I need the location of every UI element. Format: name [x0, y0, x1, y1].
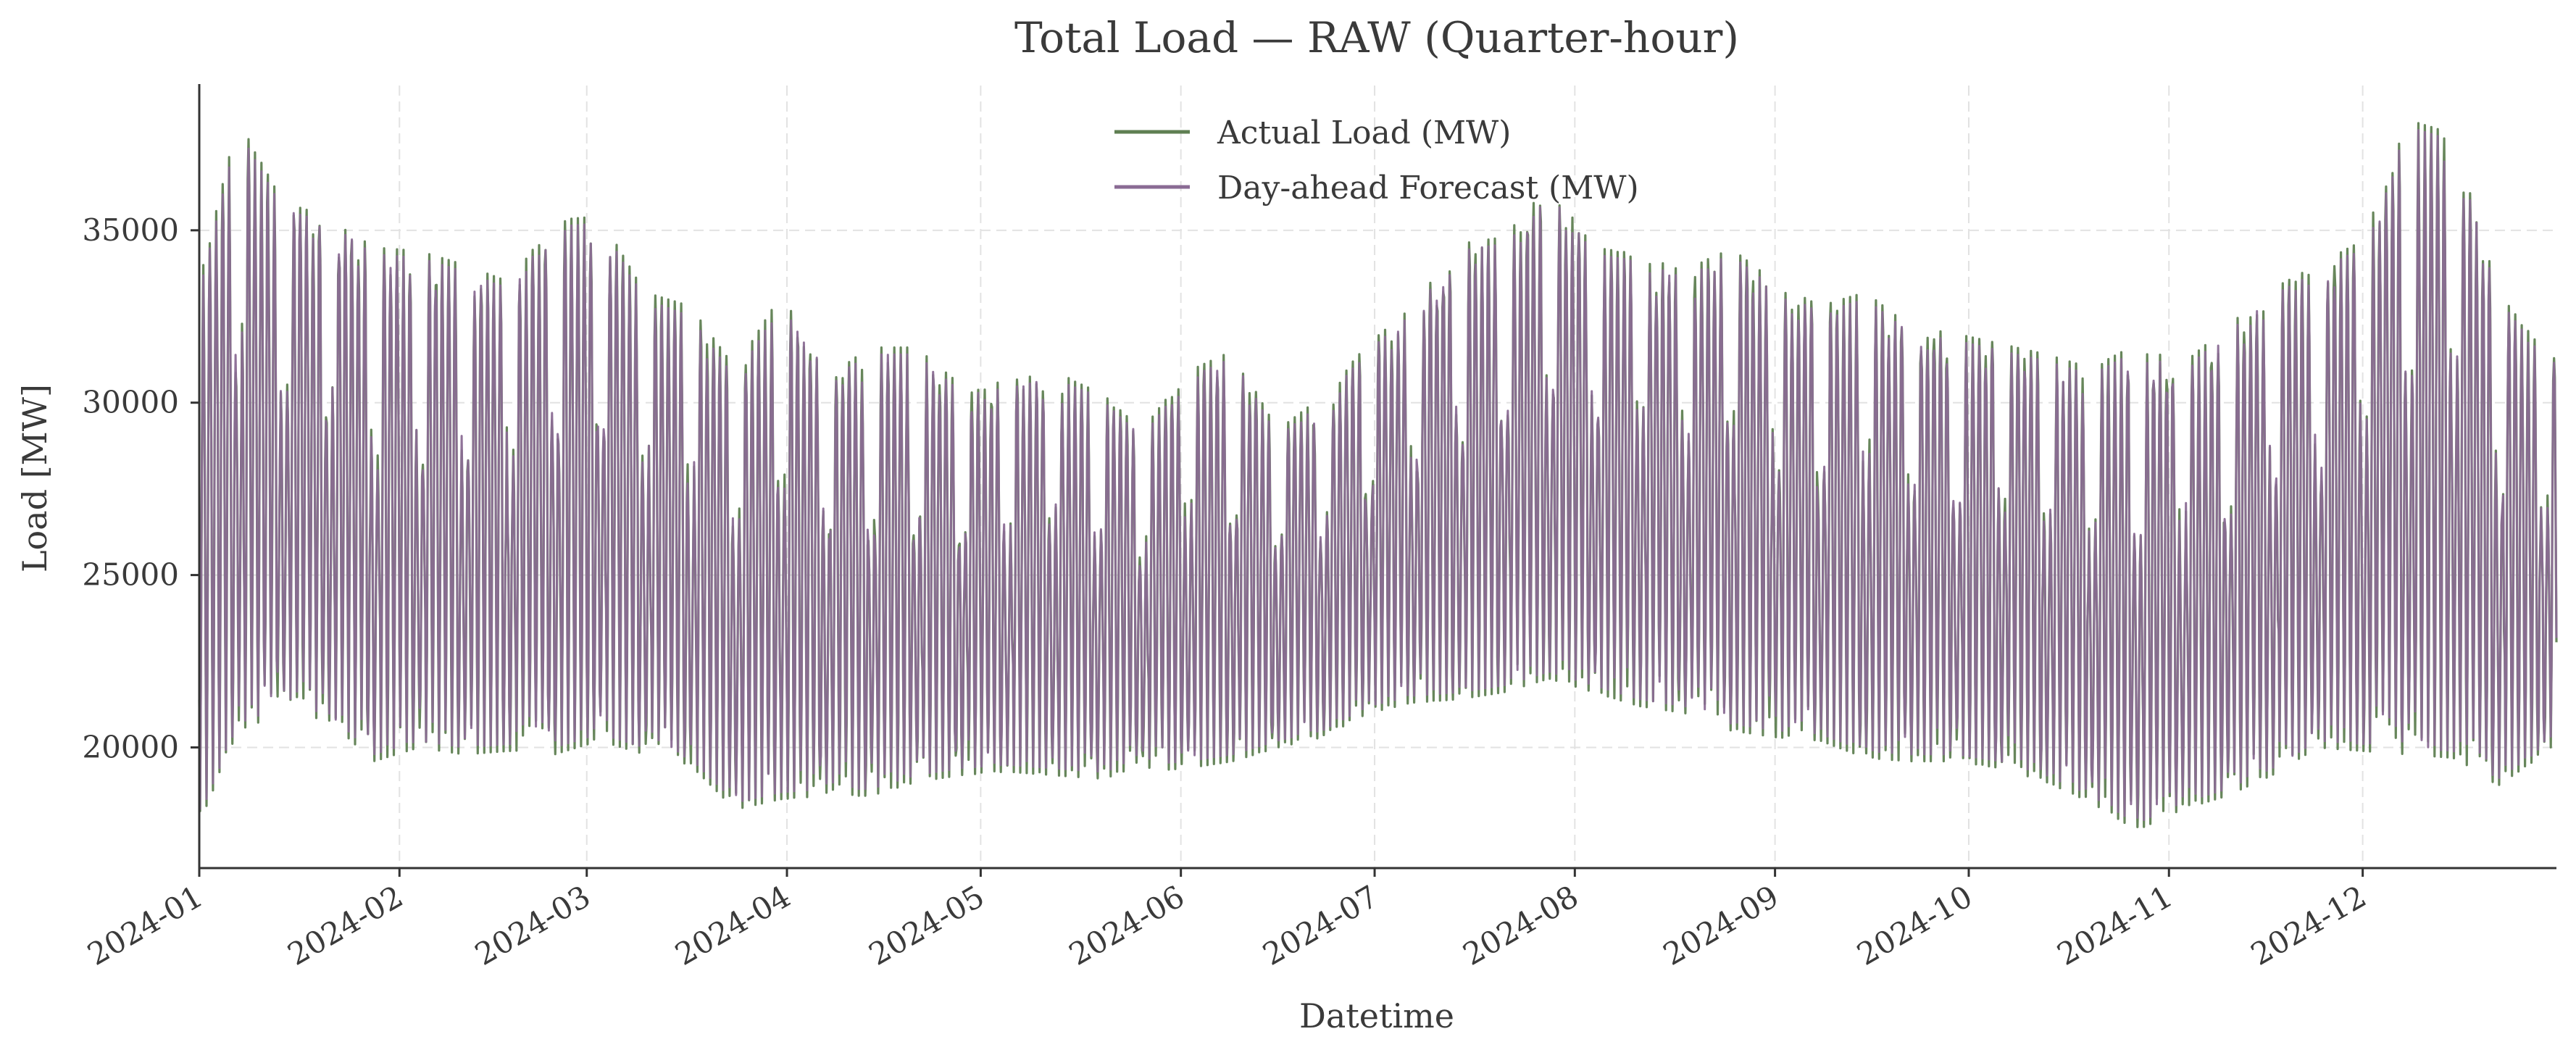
legend-label-forecast: Day-ahead Forecast (MW) [1217, 170, 1639, 207]
y-tick-label: 25000 [82, 557, 179, 593]
series-line-forecast [198, 129, 2558, 822]
chart-title: Total Load — RAW (Quarter-hour) [1014, 13, 1739, 62]
y-tick-label: 35000 [82, 212, 179, 248]
series-layer [198, 122, 2558, 828]
x-axis-label: Datetime [1299, 996, 1454, 1035]
y-axis-label: Load [MW] [15, 384, 54, 572]
legend: Actual Load (MW) Day-ahead Forecast (MW) [1114, 114, 1639, 207]
y-tick-label: 20000 [82, 729, 179, 764]
legend-label-actual: Actual Load (MW) [1217, 114, 1511, 151]
y-tick-label: 30000 [82, 385, 179, 420]
